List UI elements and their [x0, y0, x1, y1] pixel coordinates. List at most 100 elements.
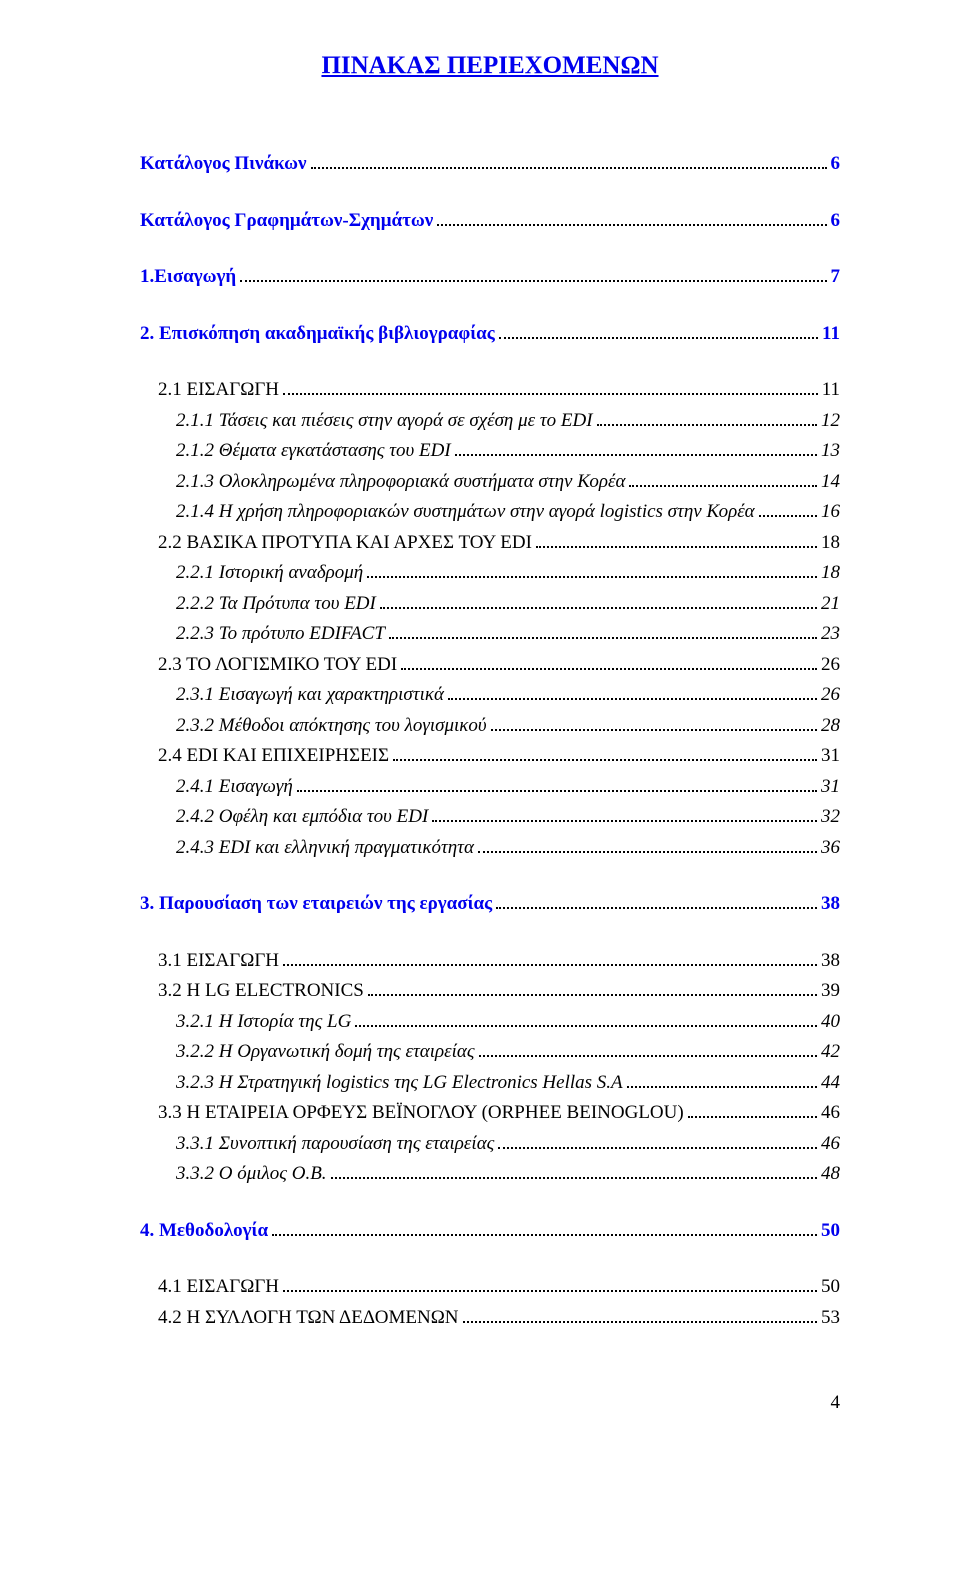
toc-leader-dots	[389, 637, 817, 639]
toc-leader-dots	[240, 280, 826, 282]
toc-page: 26	[821, 651, 840, 680]
toc-entry: 3.2.2 Η Οργανωτική δομή της εταιρείας 42	[140, 1038, 840, 1067]
toc-entry: 2. Επισκόπηση ακαδημαϊκής βιβλιογραφίας1…	[140, 320, 840, 349]
toc-entry: 4. Μεθοδολογία 50	[140, 1217, 840, 1246]
toc-entry: 3.1 ΕΙΣΑΓΩΓΗ38	[140, 947, 840, 976]
toc-label[interactable]: 3. Παρουσίαση των εταιρειών της εργασίας	[140, 890, 492, 919]
toc-leader-dots	[368, 994, 817, 996]
toc-page: 42	[821, 1038, 840, 1067]
toc-label[interactable]: 3.2.2 Η Οργανωτική δομή της εταιρείας	[176, 1038, 475, 1067]
toc-entry: 3.3.1 Συνοπτική παρουσίαση της εταιρείας…	[140, 1130, 840, 1159]
toc-label[interactable]: 2.4 EDI ΚΑΙ ΕΠΙΧΕΙΡΗΣΕΙΣ	[158, 742, 389, 771]
toc-label[interactable]: 3.2.3 Η Στρατηγική logistics της LG Elec…	[176, 1069, 623, 1098]
toc-entry: 2.1.3 Ολοκληρωμένα πληροφοριακά συστήματ…	[140, 468, 840, 497]
toc-entry: 2.2 ΒΑΣΙΚΑ ΠΡΟΤΥΠΑ ΚΑΙ ΑΡΧΕΣ ΤΟΥ EDI 18	[140, 529, 840, 558]
toc-label[interactable]: 3.2 Η LG ELECTRONICS	[158, 977, 364, 1006]
toc-entry: 3.3 Η ΕΤΑΙΡΕΙΑ ΟΡΦΕΥΣ ΒΕΪΝΟΓΛΟΥ (ORPHEE …	[140, 1099, 840, 1128]
toc-entry: 2.3 ΤΟ ΛΟΓΙΣΜΙΚΟ ΤΟΥ EDI 26	[140, 651, 840, 680]
toc-leader-dots	[283, 393, 818, 395]
toc-label[interactable]: 2.2 ΒΑΣΙΚΑ ΠΡΟΤΥΠΑ ΚΑΙ ΑΡΧΕΣ ΤΟΥ EDI	[158, 529, 532, 558]
toc-entry: 3.3.2 Ο όμιλος Ο.Β. 48	[140, 1160, 840, 1189]
toc-leader-dots	[272, 1234, 817, 1236]
toc-entry: 2.2.3 Το πρότυπο EDIFACT 23	[140, 620, 840, 649]
toc-leader-dots	[448, 698, 817, 700]
toc-entry: 2.4.2 Οφέλη και εμπόδια του EDI 32	[140, 803, 840, 832]
toc-label[interactable]: 2.2.3 Το πρότυπο EDIFACT	[176, 620, 385, 649]
toc-page: 12	[821, 407, 840, 436]
toc-leader-dots	[688, 1116, 817, 1118]
toc-entry: 2.4.3 EDI και ελληνική πραγματικότητα 36	[140, 834, 840, 863]
toc-entry: 4.2 Η ΣΥΛΛΟΓΗ ΤΩΝ ΔΕΔΟΜΕΝΩΝ53	[140, 1304, 840, 1333]
toc-leader-dots	[297, 790, 817, 792]
toc-label[interactable]: 2.3.2 Μέθοδοι απόκτησης του λογισμικού	[176, 712, 487, 741]
toc-leader-dots	[401, 668, 817, 670]
toc-page: 26	[821, 681, 840, 710]
toc-label[interactable]: 3.3.2 Ο όμιλος Ο.Β.	[176, 1160, 327, 1189]
toc-leader-dots	[479, 1055, 817, 1057]
toc-leader-dots	[498, 1147, 817, 1149]
toc-leader-dots	[331, 1177, 817, 1179]
toc-entry: 2.2.1 Ιστορική αναδρομή 18	[140, 559, 840, 588]
toc-leader-dots	[380, 607, 817, 609]
toc-entry: 2.1 ΕΙΣΑΓΩΓΗ 11	[140, 376, 840, 405]
toc-label[interactable]: Κατάλογος Γραφημάτων-Σχημάτων	[140, 207, 433, 236]
toc-page: 18	[821, 559, 840, 588]
toc-leader-dots	[311, 167, 827, 169]
toc-label[interactable]: 2.4.2 Οφέλη και εμπόδια του EDI	[176, 803, 428, 832]
toc-label[interactable]: 4.2 Η ΣΥΛΛΟΓΗ ΤΩΝ ΔΕΔΟΜΕΝΩΝ	[158, 1304, 459, 1333]
toc-leader-dots	[437, 224, 826, 226]
table-of-contents: Κατάλογος Πινάκων 6 Κατάλογος Γραφημάτων-Σ…	[140, 150, 840, 1332]
toc-label[interactable]: 2.4.1 Εισαγωγή	[176, 773, 293, 802]
page-title: ΠΙΝΑΚΑΣ ΠΕΡΙΕΧΟΜΕΝΩΝ	[140, 52, 840, 80]
toc-leader-dots	[629, 485, 817, 487]
toc-leader-dots	[455, 454, 817, 456]
toc-page: 32	[821, 803, 840, 832]
toc-entry: 1.Εισαγωγή7	[140, 263, 840, 292]
toc-label[interactable]: 2.1.4 Η χρήση πληροφοριακών συστημάτων σ…	[176, 498, 755, 527]
toc-leader-dots	[536, 546, 817, 548]
toc-label[interactable]: 2.1.2 Θέματα εγκατάστασης του EDI	[176, 437, 451, 466]
toc-label[interactable]: 4. Μεθοδολογία	[140, 1217, 268, 1246]
toc-page: 28	[821, 712, 840, 741]
toc-page: 50	[821, 1217, 840, 1246]
toc-page: 6	[831, 150, 841, 179]
toc-label[interactable]: 2.4.3 EDI και ελληνική πραγματικότητα	[176, 834, 474, 863]
toc-leader-dots	[597, 424, 817, 426]
toc-label[interactable]: 2.1.3 Ολοκληρωμένα πληροφοριακά συστήματ…	[176, 468, 625, 497]
toc-label[interactable]: 2.2.2 Τα Πρότυπα του EDI	[176, 590, 376, 619]
toc-leader-dots	[499, 337, 818, 339]
toc-label[interactable]: 2.3 ΤΟ ΛΟΓΙΣΜΙΚΟ ΤΟΥ EDI	[158, 651, 397, 680]
page-number: 4	[140, 1392, 840, 1414]
toc-leader-dots	[463, 1321, 817, 1323]
toc-entry: 2.3.2 Μέθοδοι απόκτησης του λογισμικού 28	[140, 712, 840, 741]
toc-page: 11	[822, 376, 840, 405]
toc-page: 31	[821, 742, 840, 771]
toc-label[interactable]: 3.2.1 Η Ιστορία της LG	[176, 1008, 351, 1037]
toc-label[interactable]: 2. Επισκόπηση ακαδημαϊκής βιβλιογραφίας	[140, 320, 495, 349]
toc-page: 48	[821, 1160, 840, 1189]
toc-label[interactable]: 2.1.1 Τάσεις και πιέσεις στην αγορά σε σ…	[176, 407, 593, 436]
toc-label[interactable]: 2.2.1 Ιστορική αναδρομή	[176, 559, 363, 588]
toc-leader-dots	[432, 820, 817, 822]
toc-label[interactable]: 3.3 Η ΕΤΑΙΡΕΙΑ ΟΡΦΕΥΣ ΒΕΪΝΟΓΛΟΥ (ORPHEE …	[158, 1099, 684, 1128]
toc-page: 46	[821, 1099, 840, 1128]
toc-entry: Κατάλογος Γραφημάτων-Σχημάτων6	[140, 207, 840, 236]
toc-page: 18	[821, 529, 840, 558]
toc-page: 40	[821, 1008, 840, 1037]
toc-entry: 4.1 ΕΙΣΑΓΩΓΗ50	[140, 1273, 840, 1302]
toc-page: 36	[821, 834, 840, 863]
toc-entry: 3.2 Η LG ELECTRONICS39	[140, 977, 840, 1006]
toc-leader-dots	[367, 576, 817, 578]
toc-entry: 3. Παρουσίαση των εταιρειών της εργασίας…	[140, 890, 840, 919]
toc-label[interactable]: 3.3.1 Συνοπτική παρουσίαση της εταιρείας	[176, 1130, 494, 1159]
toc-label[interactable]: 2.3.1 Εισαγωγή και χαρακτηριστικά	[176, 681, 444, 710]
toc-page: 16	[821, 498, 840, 527]
toc-page: 23	[821, 620, 840, 649]
toc-label[interactable]: 3.1 ΕΙΣΑΓΩΓΗ	[158, 947, 279, 976]
toc-label[interactable]: 2.1 ΕΙΣΑΓΩΓΗ	[158, 376, 279, 405]
toc-label[interactable]: Κατάλογος Πινάκων	[140, 150, 307, 179]
toc-label[interactable]: 4.1 ΕΙΣΑΓΩΓΗ	[158, 1273, 279, 1302]
toc-label[interactable]: 1.Εισαγωγή	[140, 263, 236, 292]
toc-entry: 2.1.1 Τάσεις και πιέσεις στην αγορά σε σ…	[140, 407, 840, 436]
toc-leader-dots	[478, 851, 817, 853]
